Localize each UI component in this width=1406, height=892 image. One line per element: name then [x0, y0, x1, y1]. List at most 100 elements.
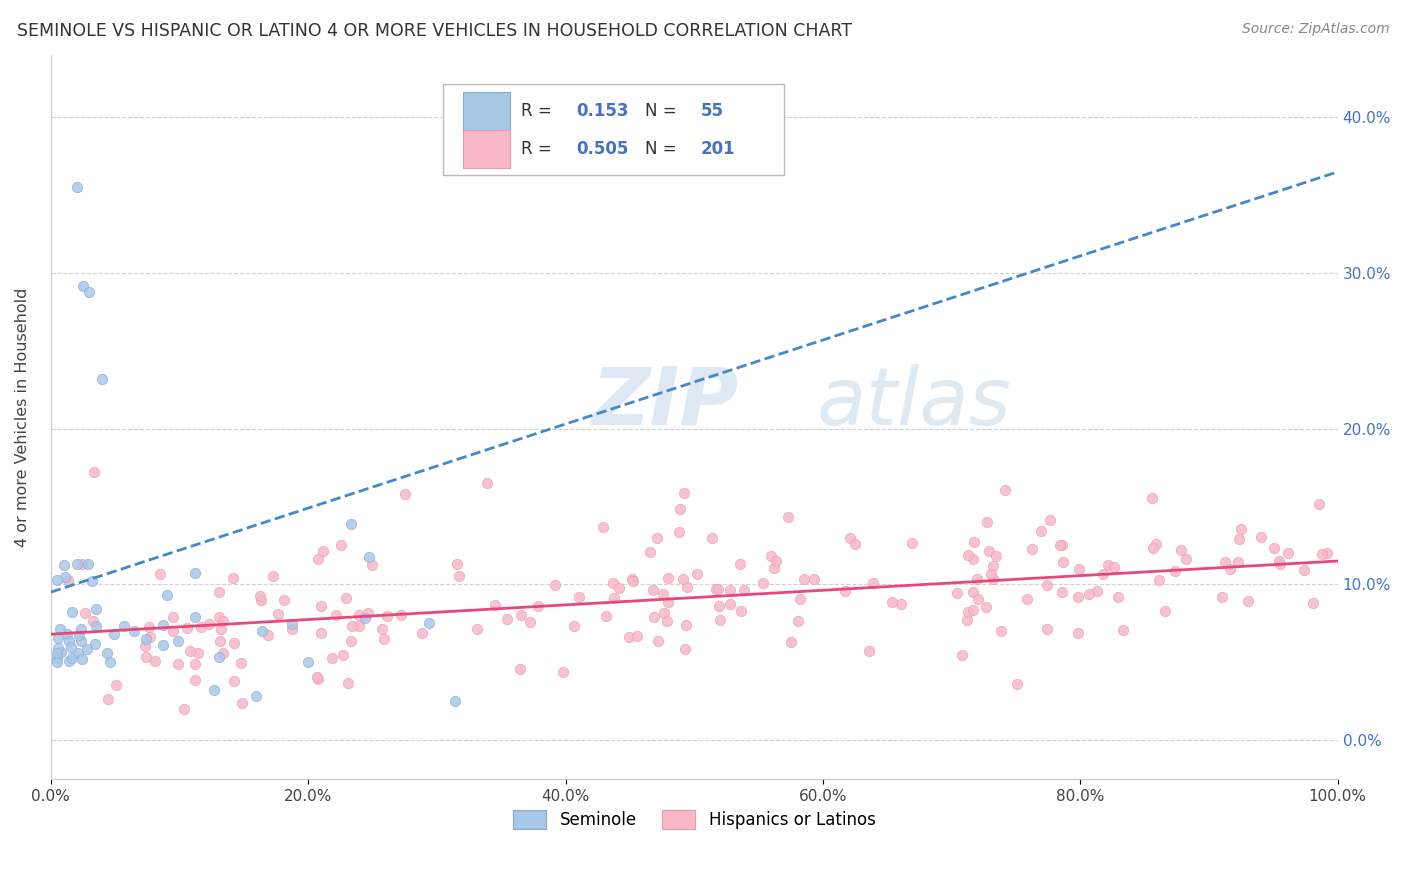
Point — [526, 599, 548, 614]
Point — [167, 634, 190, 648]
Point — [297, 655, 319, 669]
Point — [190, 620, 212, 634]
Point — [668, 525, 690, 540]
Point — [957, 606, 980, 620]
Point — [789, 591, 811, 606]
Point — [647, 531, 669, 545]
Point — [839, 531, 862, 545]
Point — [647, 634, 669, 648]
Point — [76, 641, 98, 656]
Point — [79, 285, 101, 299]
Point — [707, 599, 730, 614]
Point — [1250, 530, 1272, 544]
Point — [273, 593, 295, 607]
Point — [209, 622, 232, 636]
Point — [46, 650, 69, 665]
Point — [187, 646, 209, 660]
Point — [675, 618, 697, 632]
Point — [222, 673, 245, 688]
Point — [1310, 547, 1333, 561]
Point — [776, 510, 799, 524]
Point — [1302, 596, 1324, 610]
Point — [1268, 557, 1291, 571]
Point — [307, 672, 329, 686]
Point — [330, 538, 353, 552]
Point — [1050, 584, 1073, 599]
Text: 201: 201 — [700, 140, 735, 158]
Y-axis label: 4 or more Vehicles in Household: 4 or more Vehicles in Household — [15, 287, 30, 547]
Point — [465, 622, 488, 636]
Point — [676, 580, 699, 594]
Point — [1039, 514, 1062, 528]
Point — [84, 619, 107, 633]
Point — [617, 630, 640, 644]
Point — [1091, 566, 1114, 581]
Point — [686, 566, 709, 581]
Point — [60, 640, 83, 654]
Point — [1230, 522, 1253, 536]
Point — [718, 583, 741, 598]
Point — [184, 566, 207, 580]
Text: Source: ZipAtlas.com: Source: ZipAtlas.com — [1241, 22, 1389, 37]
Point — [484, 598, 506, 612]
Text: ZIP: ZIP — [592, 364, 738, 442]
Point — [138, 620, 160, 634]
Point — [309, 599, 332, 614]
Point — [553, 665, 575, 679]
Point — [1015, 592, 1038, 607]
Point — [1316, 546, 1339, 560]
Point — [82, 614, 104, 628]
Point — [955, 613, 977, 627]
Text: 55: 55 — [700, 102, 724, 120]
Point — [221, 571, 243, 585]
Point — [1049, 538, 1071, 552]
Point — [75, 606, 97, 620]
Point — [46, 573, 69, 587]
Point — [671, 572, 693, 586]
Point — [994, 483, 1017, 497]
Point — [60, 605, 83, 619]
Point — [1164, 565, 1187, 579]
Point — [1147, 574, 1170, 588]
Point — [1031, 524, 1053, 538]
Point — [495, 612, 517, 626]
Point — [84, 602, 107, 616]
Text: N =: N = — [645, 102, 682, 120]
Point — [1154, 604, 1177, 618]
Point — [602, 575, 624, 590]
Point — [184, 610, 207, 624]
Point — [173, 702, 195, 716]
Point — [249, 593, 271, 607]
Point — [966, 572, 988, 586]
Point — [1227, 555, 1250, 569]
Point — [347, 608, 370, 623]
Point — [966, 592, 988, 607]
Point — [752, 576, 775, 591]
Point — [82, 574, 104, 588]
Point — [1036, 577, 1059, 591]
Point — [981, 572, 1004, 586]
Point — [58, 633, 80, 648]
Point — [83, 465, 105, 479]
Point — [245, 690, 267, 704]
Point — [143, 654, 166, 668]
Point — [69, 628, 91, 642]
Point — [212, 614, 235, 628]
Point — [733, 583, 755, 598]
Point — [765, 553, 787, 567]
Point — [162, 610, 184, 624]
Point — [250, 624, 273, 639]
Point — [1085, 584, 1108, 599]
Point — [643, 582, 665, 597]
Point — [652, 606, 675, 620]
Point — [321, 651, 343, 665]
Point — [946, 586, 969, 600]
Point — [373, 632, 395, 647]
Point — [981, 558, 1004, 573]
Point — [103, 627, 125, 641]
Point — [389, 608, 412, 623]
Point — [357, 606, 380, 620]
Point — [156, 588, 179, 602]
Point — [312, 544, 335, 558]
Point — [152, 638, 174, 652]
